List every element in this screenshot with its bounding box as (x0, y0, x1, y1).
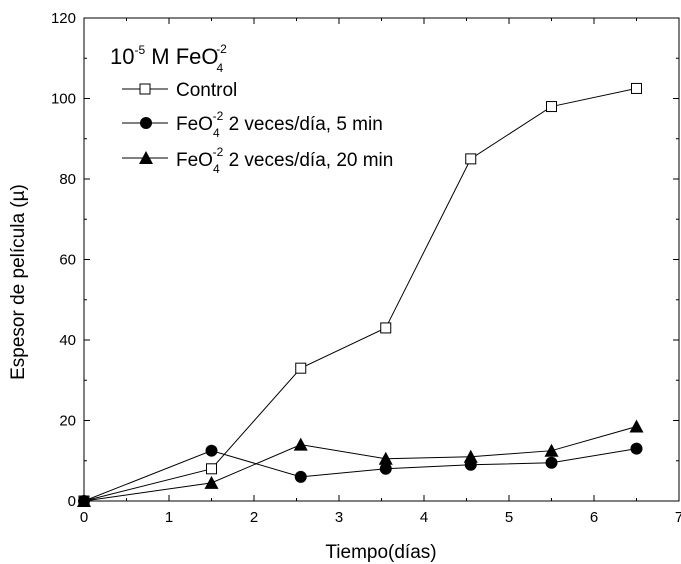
legend-marker-open-square (139, 83, 151, 95)
annotation-prefix: 10 (110, 44, 134, 69)
series-twenty-min (77, 419, 644, 507)
x-tick-label: 5 (505, 509, 513, 526)
legend-marker-filled-triangle (139, 151, 153, 164)
chart-annotation: 10-5 M FeO4 -2 (110, 42, 227, 75)
x-tick-label: 0 (80, 509, 88, 526)
data-point-control (546, 101, 557, 113)
legend-label-20min: FeO4-2 2 veces/día, 20 min (176, 145, 393, 176)
y-axis-label: Espesor de película (µ) (8, 184, 29, 380)
legend-label-control: Control (176, 80, 237, 101)
y-tick-label: 60 (59, 252, 76, 269)
plot-frame (83, 17, 680, 502)
data-point-twenty-min (463, 449, 478, 463)
data-point-twenty-min (293, 437, 308, 451)
legend-entry-control: Control (122, 80, 237, 101)
series-five-min (78, 442, 643, 507)
x-tick-label: 4 (420, 509, 428, 526)
data-point-twenty-min (77, 494, 91, 507)
plot-border (83, 17, 680, 502)
data-point-five-min (630, 442, 643, 455)
series-control (78, 82, 642, 507)
data-point-control (295, 362, 307, 374)
data-point-twenty-min (629, 419, 644, 433)
data-point-control (631, 82, 642, 94)
y-tick-label: 20 (59, 413, 76, 430)
y-tick-label: 100 (51, 91, 76, 108)
data-point-five-min (294, 470, 307, 483)
x-tick-label: 6 (590, 509, 598, 526)
series-layer (77, 82, 644, 507)
x-tick-label: 7 (675, 509, 681, 526)
data-point-five-min (205, 444, 218, 457)
legend-entry-20min: FeO4-2 2 veces/día, 20 min (122, 145, 393, 176)
x-axis-label: Tiempo(días) (325, 542, 436, 563)
legend: Control FeO4-2 2 veces/día, 5 min FeO4-2… (122, 80, 393, 176)
data-point-twenty-min (378, 451, 393, 465)
x-tick-label: 2 (250, 509, 258, 526)
y-tick-label: 0 (68, 493, 76, 510)
y-tick-label: 120 (51, 10, 76, 27)
data-point-five-min (379, 462, 392, 475)
annotation-subscript: 4 (217, 61, 224, 75)
annotation-superscript: -2 (216, 42, 227, 56)
legend-marker-filled-circle (140, 117, 152, 129)
data-point-twenty-min (204, 475, 219, 489)
y-tick-label: 40 (59, 332, 76, 349)
data-point-control (465, 153, 477, 165)
y-tick-label: 80 (59, 171, 76, 188)
legend-entry-5min: FeO4-2 2 veces/día, 5 min (122, 109, 383, 140)
data-point-five-min (545, 456, 558, 469)
legend-label-5min: FeO4-2 2 veces/día, 5 min (176, 109, 383, 140)
x-tick-label: 1 (165, 509, 173, 526)
x-axis-ticks: 0 1 2 3 4 5 6 7 (80, 18, 681, 526)
data-point-control (380, 322, 392, 334)
data-point-control (206, 463, 217, 475)
annotation-middle: M FeO (145, 44, 218, 69)
y-axis-ticks: 0 20 40 60 80 100 120 (51, 10, 679, 510)
annotation-exponent: -5 (134, 43, 145, 57)
data-point-twenty-min (544, 443, 559, 457)
x-tick-label: 3 (335, 509, 343, 526)
